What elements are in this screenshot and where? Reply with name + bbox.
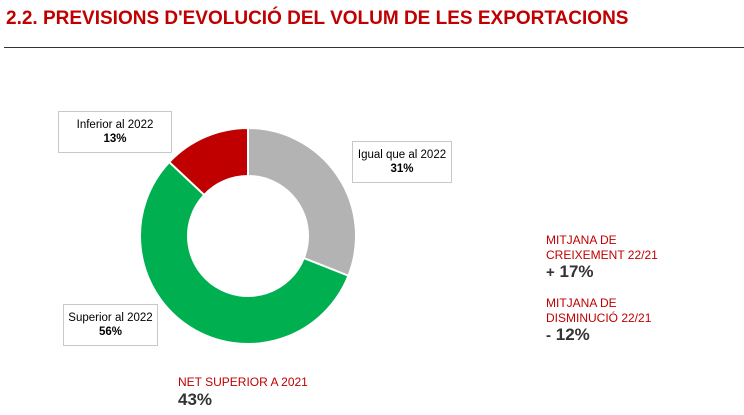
title-divider [4, 47, 744, 48]
decrease-value: - 12% [546, 325, 590, 345]
growth-label: MITJANA DE CREIXEMENT 22/21 [546, 233, 658, 263]
slice-value-text: 13% [103, 133, 127, 145]
net-label: NET SUPERIOR A 2021 [178, 375, 308, 389]
decrease-label-line2: DISMINUCIÓ 22/21 [546, 311, 652, 325]
decrease-sign: - [546, 327, 551, 344]
decrease-number: 12% [555, 325, 590, 344]
growth-label-line2: CREIXEMENT 22/21 [546, 248, 658, 262]
growth-number: 17% [559, 262, 594, 281]
slice-label-inferior: Inferior al 2022 13% [58, 111, 172, 153]
slice-label-text: Igual que al 2022 [357, 149, 447, 161]
slice-label-igual: Igual que al 2022 31% [352, 141, 452, 183]
growth-label-line1: MITJANA DE [546, 233, 617, 247]
donut-slices [139, 126, 357, 345]
decrease-label: MITJANA DE DISMINUCIÓ 22/21 [546, 296, 651, 326]
net-value: 43% [178, 390, 213, 409]
donut-slice-2 [167, 126, 249, 197]
decrease-label-line1: MITJANA DE [546, 296, 617, 310]
donut-slice-1 [139, 160, 350, 345]
slice-label-superior: Superior al 2022 56% [63, 304, 158, 346]
page-title: 2.2. PREVISIONS D'EVOLUCIÓ DEL VOLUM DE … [6, 8, 629, 29]
slice-label-text: Inferior al 2022 [76, 119, 154, 131]
slice-value-text: 31% [390, 163, 414, 175]
donut-slice-0 [247, 126, 357, 278]
slice-value-text: 56% [98, 326, 123, 338]
growth-value: + 17% [546, 262, 594, 282]
growth-sign: + [546, 264, 555, 281]
slice-label-text: Superior al 2022 [68, 312, 153, 324]
